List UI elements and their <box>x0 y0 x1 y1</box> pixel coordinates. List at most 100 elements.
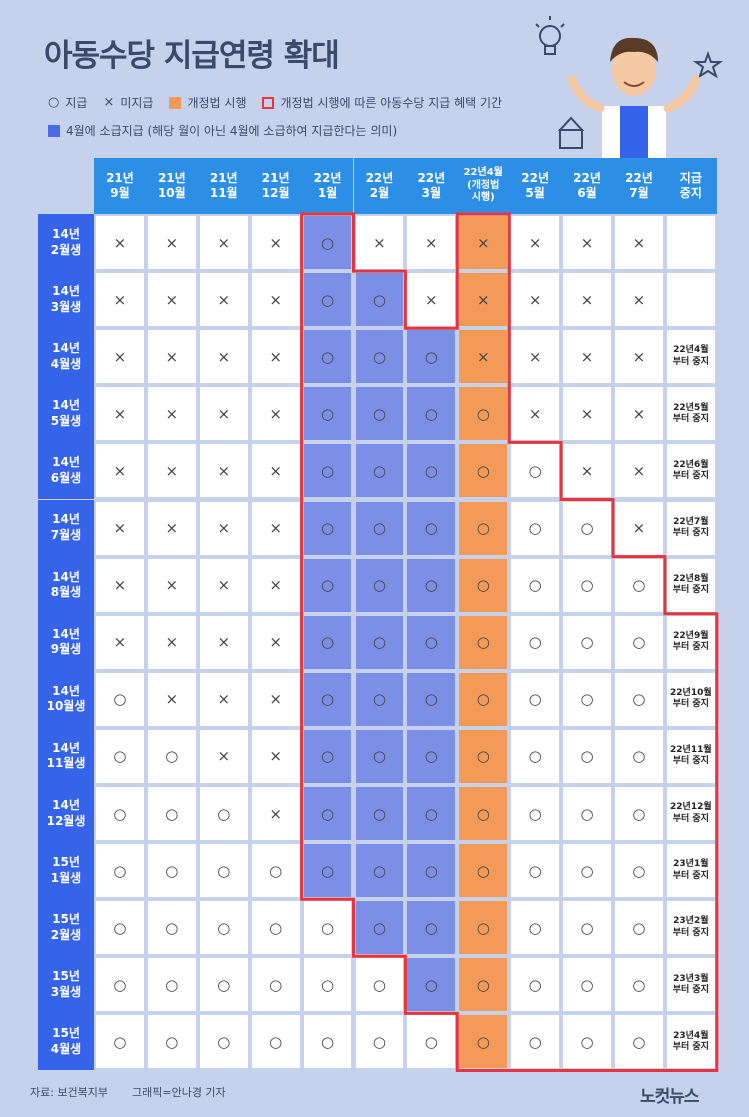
table-cell: × <box>613 328 665 386</box>
legend-april: 4월에 소급지급 (해당 월이 아닌 4월에 소급하여 지급한다는 의미) <box>48 122 397 139</box>
table-cell: ○ <box>301 613 354 671</box>
table-cell: ○ <box>301 785 354 843</box>
table-cell: × <box>249 328 302 386</box>
legend-row-1: ○ 지급 × 미지급 개정법 시행 개정법 시행에 따른 아동수당 지급 혜택 … <box>48 94 518 111</box>
table-cell: × <box>457 328 510 386</box>
brand-logo: 노컷뉴스 <box>640 1087 700 1107</box>
column-header: 21년 9월 <box>94 158 146 214</box>
table-cell: ○ <box>509 956 562 1014</box>
column-header: 21년 12월 <box>249 158 302 214</box>
castle-icon <box>557 116 585 149</box>
table-cell: ○ <box>457 385 510 443</box>
table-cell: ○ <box>613 842 665 900</box>
table-cell: ○ <box>561 727 613 785</box>
graphic-credit: 그래픽=안나경 기자 <box>132 1086 226 1099</box>
row-label: 14년 11월생 <box>38 727 94 785</box>
table-cell: ○ <box>197 899 250 957</box>
table-cell: × <box>145 556 198 614</box>
stop-cell: 23년3월 부터 중지 <box>664 956 717 1014</box>
table-cell: ○ <box>353 499 406 557</box>
benefit-outline-path <box>300 212 719 1072</box>
table-cell: × <box>145 670 198 728</box>
table-cell: ○ <box>145 785 198 843</box>
column-header: 22년 1월 <box>301 158 354 214</box>
column-header: 21년 10월 <box>145 158 198 214</box>
table-cell: ○ <box>405 899 458 957</box>
row-label: 15년 4월생 <box>38 1013 94 1071</box>
stop-cell: 22년7월 부터 중지 <box>664 499 717 557</box>
legend-law: 개정법 시행 <box>169 94 246 111</box>
table-cell: ○ <box>457 499 510 557</box>
table-cell: ○ <box>561 899 613 957</box>
table-cell: ○ <box>509 727 562 785</box>
decoration-illustration <box>535 16 724 160</box>
table-cell: × <box>249 613 302 671</box>
table-cell: × <box>197 385 250 443</box>
table-cell: × <box>145 442 198 500</box>
row-label: 14년 10월생 <box>38 670 94 728</box>
table-cell: ○ <box>249 842 302 900</box>
table-cell: × <box>509 214 562 272</box>
table-cell: ○ <box>561 785 613 843</box>
table-cell: × <box>509 385 562 443</box>
row-label: 14년 2월생 <box>38 214 94 272</box>
legend-unpaid-label: 미지급 <box>120 96 154 110</box>
stop-cell <box>664 271 717 329</box>
table-cell: × <box>94 499 146 557</box>
table-cell: ○ <box>94 727 146 785</box>
column-header: 21년 11월 <box>197 158 250 214</box>
column-header: 22년 7월 <box>613 158 665 214</box>
row-label: 14년 4월생 <box>38 328 94 386</box>
table-cell: × <box>145 328 198 386</box>
legend-paid-label: 지급 <box>65 96 88 110</box>
lightbulb-icon <box>535 16 565 55</box>
table-cell: ○ <box>94 670 146 728</box>
table-cell: ○ <box>509 842 562 900</box>
table-cell: ○ <box>457 899 510 957</box>
table-cell: ○ <box>94 842 146 900</box>
table-cell: ○ <box>405 785 458 843</box>
table-cell: ○ <box>405 499 458 557</box>
row-label: 14년 5월생 <box>38 385 94 443</box>
table-cell: × <box>94 385 146 443</box>
table-cell: ○ <box>353 670 406 728</box>
star-icon <box>692 51 724 79</box>
page-title: 아동수당 지급연령 확대 <box>44 38 340 74</box>
table-cell: ○ <box>197 842 250 900</box>
table-cell: ○ <box>509 499 562 557</box>
column-header: 22년 2월 <box>353 158 406 214</box>
table-cell: × <box>561 271 613 329</box>
table-cell: ○ <box>145 842 198 900</box>
table-cell: × <box>94 214 146 272</box>
table-cell: ○ <box>561 613 613 671</box>
table-cell: × <box>249 499 302 557</box>
table-cell: ○ <box>353 328 406 386</box>
table-cell: × <box>197 328 250 386</box>
table-cell: ○ <box>197 956 250 1014</box>
table-cell: × <box>145 613 198 671</box>
table-cell: × <box>197 499 250 557</box>
table-cell: × <box>613 385 665 443</box>
table-cell: ○ <box>353 442 406 500</box>
table-cell: ○ <box>457 670 510 728</box>
row-label: 15년 3월생 <box>38 956 94 1014</box>
table-cell: ○ <box>405 842 458 900</box>
table-cell: ○ <box>353 785 406 843</box>
stop-cell: 22년4월 부터 중지 <box>664 328 717 386</box>
table-cell: ○ <box>457 442 510 500</box>
table-cell: ○ <box>509 785 562 843</box>
table-cell: ○ <box>301 670 354 728</box>
table-cell: ○ <box>613 956 665 1014</box>
column-header: 22년4월 (개정법 시행) <box>457 158 510 214</box>
table-cell: × <box>197 214 250 272</box>
legend-benefit: 개정법 시행에 따른 아동수당 지급 혜택 기간 <box>262 94 502 111</box>
table-cell: ○ <box>509 670 562 728</box>
table-cell: × <box>561 328 613 386</box>
table-cell: ○ <box>301 727 354 785</box>
legend-law-label: 개정법 시행 <box>187 96 247 110</box>
legend-benefit-label: 개정법 시행에 따른 아동수당 지급 혜택 기간 <box>280 96 503 110</box>
table-cell: × <box>94 271 146 329</box>
table-cell: ○ <box>145 727 198 785</box>
row-label: 14년 12월생 <box>38 785 94 843</box>
table-cell: ○ <box>613 670 665 728</box>
